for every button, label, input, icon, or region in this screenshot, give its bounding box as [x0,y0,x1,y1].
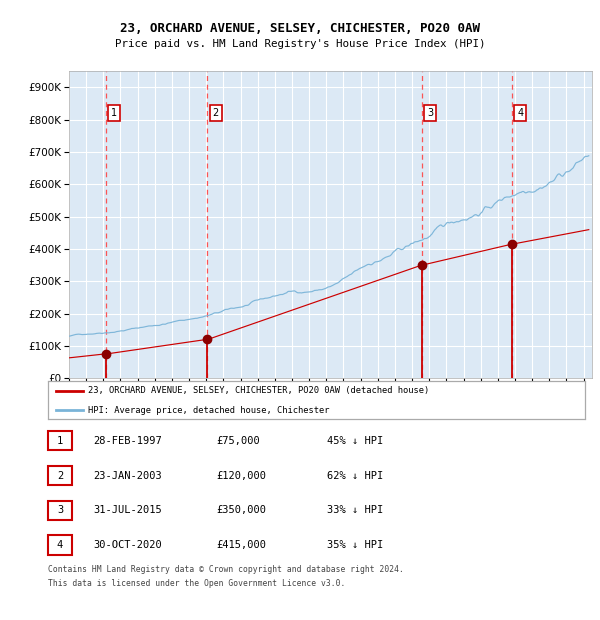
Text: 23, ORCHARD AVENUE, SELSEY, CHICHESTER, PO20 0AW (detached house): 23, ORCHARD AVENUE, SELSEY, CHICHESTER, … [88,386,430,396]
Text: HPI: Average price, detached house, Chichester: HPI: Average price, detached house, Chic… [88,406,330,415]
Text: Contains HM Land Registry data © Crown copyright and database right 2024.: Contains HM Land Registry data © Crown c… [48,565,404,575]
Text: 45% ↓ HPI: 45% ↓ HPI [327,436,383,446]
Text: £75,000: £75,000 [216,436,260,446]
FancyBboxPatch shape [49,536,71,554]
Text: £120,000: £120,000 [216,471,266,480]
FancyBboxPatch shape [49,466,71,485]
Text: 3: 3 [57,505,63,515]
Text: This data is licensed under the Open Government Licence v3.0.: This data is licensed under the Open Gov… [48,579,346,588]
Text: 30-OCT-2020: 30-OCT-2020 [93,540,162,550]
FancyBboxPatch shape [49,501,71,520]
Text: 31-JUL-2015: 31-JUL-2015 [93,505,162,515]
Text: 4: 4 [57,540,63,550]
Text: 23, ORCHARD AVENUE, SELSEY, CHICHESTER, PO20 0AW: 23, ORCHARD AVENUE, SELSEY, CHICHESTER, … [120,22,480,35]
Text: 1: 1 [57,436,63,446]
Text: 62% ↓ HPI: 62% ↓ HPI [327,471,383,480]
Text: 3: 3 [427,108,433,118]
Text: Price paid vs. HM Land Registry's House Price Index (HPI): Price paid vs. HM Land Registry's House … [115,39,485,49]
Text: 23-JAN-2003: 23-JAN-2003 [93,471,162,480]
Text: £415,000: £415,000 [216,540,266,550]
Text: 33% ↓ HPI: 33% ↓ HPI [327,505,383,515]
Text: 2: 2 [212,108,219,118]
Text: 2: 2 [57,471,63,480]
Text: £350,000: £350,000 [216,505,266,515]
Text: 4: 4 [517,108,523,118]
Text: 1: 1 [111,108,117,118]
Text: 35% ↓ HPI: 35% ↓ HPI [327,540,383,550]
FancyBboxPatch shape [49,432,71,450]
Text: 28-FEB-1997: 28-FEB-1997 [93,436,162,446]
